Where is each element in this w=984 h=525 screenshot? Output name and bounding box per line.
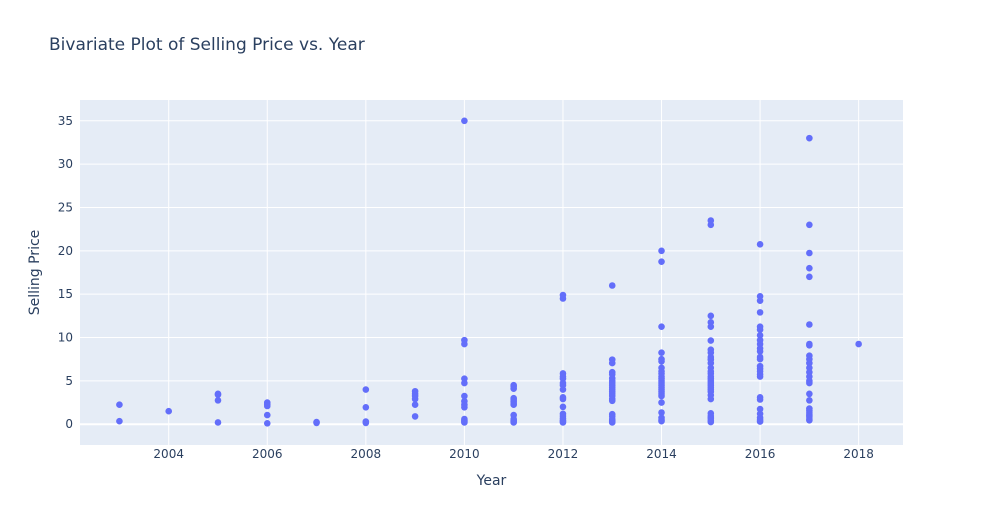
data-point — [806, 273, 813, 281]
data-point — [214, 397, 222, 404]
data-point — [214, 391, 222, 399]
x-tick-label: 2004 — [153, 447, 184, 461]
x-tick-label: 2006 — [252, 447, 283, 461]
data-point — [806, 379, 813, 387]
data-point — [707, 312, 715, 320]
data-point — [806, 359, 813, 367]
data-point — [756, 348, 764, 355]
data-point — [806, 264, 813, 272]
data-point — [559, 403, 567, 411]
data-point — [756, 418, 764, 425]
x-axis-title: Year — [476, 473, 507, 489]
data-point — [608, 359, 616, 367]
data-point — [756, 355, 764, 363]
x-tick-label: 2010 — [449, 447, 480, 461]
data-point — [756, 309, 764, 316]
x-tick-label: 2014 — [646, 447, 677, 461]
data-point — [263, 420, 271, 427]
x-axis-ticks: 2004 2006 2008 2010 2012 2014 2016 2018 — [153, 447, 873, 461]
y-tick-label: 0 — [65, 417, 73, 431]
data-point — [263, 402, 271, 410]
data-point — [461, 117, 468, 125]
data-point — [806, 134, 813, 142]
data-point — [756, 373, 764, 380]
data-point — [658, 417, 665, 425]
data-point — [313, 419, 320, 427]
data-point — [707, 323, 715, 330]
x-tick-label: 2012 — [548, 447, 579, 461]
data-point — [461, 419, 468, 426]
chart-title: Bivariate Plot of Selling Price vs. Year — [49, 35, 365, 55]
data-point — [658, 409, 665, 416]
data-point — [806, 342, 813, 349]
y-tick-label: 20 — [58, 244, 73, 258]
data-point — [806, 416, 813, 424]
data-point — [756, 332, 764, 339]
data-point — [707, 418, 715, 426]
data-point — [707, 337, 715, 344]
data-point — [806, 221, 813, 229]
plot-area — [80, 100, 903, 445]
data-point — [806, 390, 813, 398]
data-point — [658, 349, 665, 356]
x-tick-label: 2008 — [351, 447, 382, 461]
data-point — [658, 323, 665, 330]
data-point — [756, 405, 764, 413]
y-tick-label: 10 — [58, 331, 73, 345]
data-point — [411, 395, 419, 403]
y-tick-label: 15 — [58, 287, 73, 301]
data-points — [116, 117, 862, 427]
data-point — [510, 385, 517, 392]
data-point — [756, 326, 764, 334]
data-point — [658, 392, 665, 400]
data-point — [559, 419, 567, 426]
data-point — [461, 379, 468, 387]
data-point — [559, 386, 567, 393]
data-point — [362, 386, 370, 393]
data-point — [559, 295, 567, 302]
data-point — [362, 403, 370, 411]
data-point — [608, 419, 616, 426]
data-point — [707, 359, 715, 367]
data-point — [608, 397, 616, 405]
y-axis-title: Selling Price — [27, 230, 43, 316]
data-point — [510, 419, 517, 426]
data-point — [116, 401, 123, 408]
data-point — [263, 411, 271, 419]
data-point — [608, 282, 616, 289]
y-tick-label: 35 — [58, 114, 73, 128]
y-tick-label: 30 — [58, 157, 73, 171]
data-point — [214, 419, 222, 426]
data-point — [756, 297, 764, 304]
data-point — [658, 258, 665, 265]
x-tick-label: 2016 — [745, 447, 776, 461]
y-axis-ticks: 0 5 10 15 20 25 30 35 — [58, 114, 73, 431]
data-point — [461, 340, 468, 348]
x-tick-label: 2018 — [843, 447, 874, 461]
data-point — [165, 407, 173, 415]
data-point — [707, 395, 715, 403]
data-point — [806, 397, 813, 404]
data-point — [559, 395, 567, 403]
data-point — [756, 396, 764, 403]
data-point — [806, 321, 813, 328]
data-point — [855, 340, 862, 348]
data-point — [756, 241, 764, 248]
data-point — [116, 417, 123, 425]
data-point — [461, 392, 468, 400]
data-point — [658, 247, 665, 255]
data-point — [362, 419, 370, 427]
y-tick-label: 25 — [58, 200, 73, 214]
data-point — [411, 413, 419, 420]
y-tick-label: 5 — [65, 374, 73, 388]
data-point — [461, 403, 468, 411]
data-point — [658, 358, 665, 365]
data-point — [806, 249, 813, 257]
data-point — [510, 401, 517, 408]
data-point — [707, 221, 715, 229]
data-point — [411, 401, 419, 408]
data-point — [658, 399, 665, 406]
